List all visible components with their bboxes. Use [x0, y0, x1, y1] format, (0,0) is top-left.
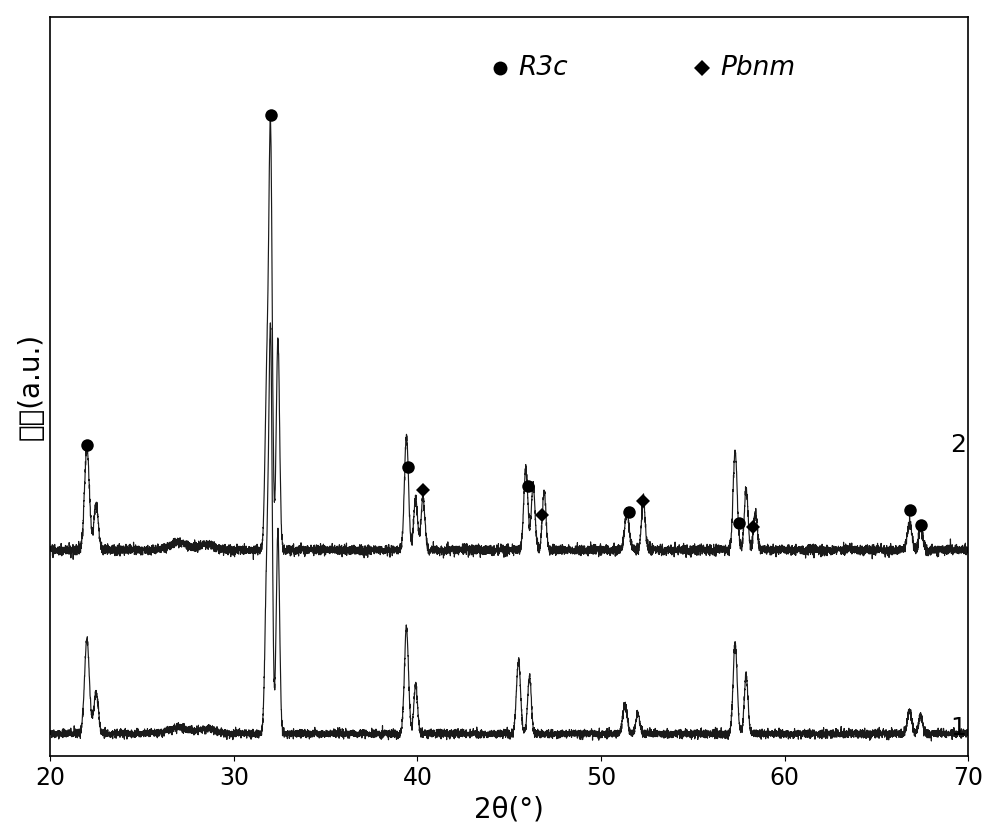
Text: 1: 1: [950, 716, 966, 739]
Text: 2: 2: [950, 433, 966, 458]
X-axis label: 2θ(°): 2θ(°): [474, 795, 544, 823]
Text: R3c: R3c: [518, 55, 568, 81]
Y-axis label: 强度(a.u.): 强度(a.u.): [17, 333, 45, 440]
Text: Pbnm: Pbnm: [720, 55, 796, 81]
